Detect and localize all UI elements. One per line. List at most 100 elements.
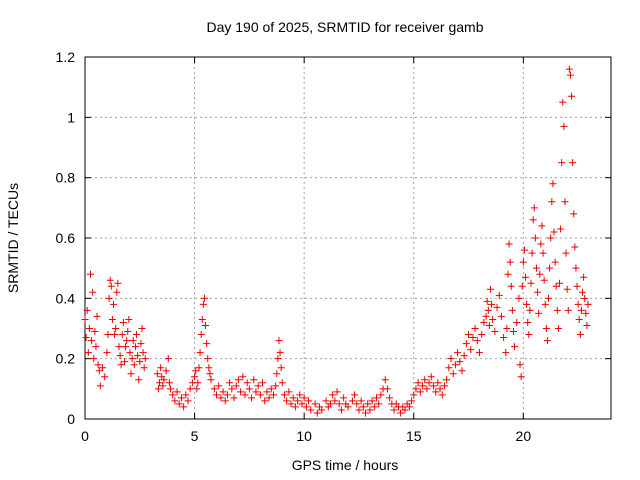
data-point: [256, 391, 264, 399]
x-tick-label: 5: [191, 428, 199, 444]
data-point: [572, 264, 580, 272]
data-point: [436, 385, 444, 393]
data-point: [488, 300, 496, 308]
data-point: [566, 71, 574, 79]
data-point: [491, 328, 499, 336]
data-point: [298, 400, 306, 408]
data-point: [103, 349, 111, 357]
data-point: [443, 376, 451, 384]
data-point: [106, 276, 114, 284]
data-point: [416, 388, 424, 396]
data-point: [194, 379, 202, 387]
data-point: [429, 382, 437, 390]
grid: [85, 57, 611, 419]
data-point: [210, 385, 218, 393]
data-point: [162, 367, 170, 375]
data-point: [536, 270, 544, 278]
data-point: [129, 337, 137, 345]
data-point: [503, 325, 511, 332]
data-point: [177, 394, 185, 402]
data-point: [175, 400, 183, 408]
data-point: [340, 394, 348, 402]
data-point: [95, 367, 103, 375]
data-point: [573, 282, 581, 290]
data-point: [438, 391, 446, 399]
data-point: [508, 306, 516, 314]
data-point: [111, 331, 119, 339]
data-point: [186, 385, 194, 393]
data-point: [160, 376, 168, 384]
y-tick-label: 1: [67, 109, 75, 125]
data-point: [534, 288, 542, 296]
data-point: [252, 388, 260, 396]
data-point: [84, 349, 92, 357]
data-point: [206, 370, 214, 378]
data-point: [333, 388, 341, 396]
data-point: [221, 397, 229, 405]
ticks: 0 5 10 15 20 0 0.2 0.4 0.6 0.8 1 1.2: [56, 49, 611, 444]
data-point: [254, 382, 262, 390]
data-point: [245, 385, 253, 393]
data-point: [465, 331, 473, 339]
data-point: [580, 273, 588, 281]
data-point: [563, 285, 571, 293]
data-point: [101, 373, 109, 381]
data-point: [199, 300, 207, 308]
data-point: [248, 394, 256, 402]
data-point: [159, 382, 167, 390]
data-point: [473, 337, 481, 345]
data-point: [280, 391, 288, 399]
data-point: [359, 403, 367, 411]
data-point: [483, 297, 491, 305]
data-point: [122, 343, 130, 351]
data-point: [414, 379, 422, 387]
data-point: [85, 325, 93, 332]
data-point: [456, 358, 464, 366]
data-point: [169, 391, 177, 399]
data-point: [243, 379, 251, 387]
data-point: [274, 355, 282, 363]
data-point: [434, 379, 442, 387]
data-point: [471, 325, 479, 332]
data-point: [383, 385, 391, 393]
data-point: [581, 294, 589, 302]
data-point: [478, 331, 486, 339]
data-point: [507, 282, 515, 290]
data-point: [519, 258, 527, 266]
data-point: [137, 340, 145, 348]
data-point: [557, 225, 565, 233]
data-point: [219, 388, 227, 396]
data-point: [386, 394, 394, 402]
data-point: [372, 394, 380, 402]
data-point: [311, 400, 319, 408]
data-point: [307, 406, 315, 414]
data-point: [322, 397, 330, 405]
data-point: [410, 391, 418, 399]
data-point: [217, 394, 225, 402]
data-point: [81, 315, 89, 323]
data-point: [166, 385, 174, 393]
data-point: [228, 385, 236, 393]
data-point: [89, 288, 97, 296]
data-point: [412, 385, 420, 393]
data-point: [99, 364, 107, 372]
data-point: [532, 264, 540, 272]
data-point: [529, 216, 537, 224]
data-point: [401, 406, 409, 414]
data-point: [141, 355, 149, 363]
data-point: [547, 234, 555, 242]
data-point: [263, 388, 271, 396]
data-point: [241, 391, 249, 399]
data-point: [377, 391, 385, 399]
data-point: [476, 349, 483, 357]
data-point: [267, 385, 275, 393]
data-point: [538, 222, 546, 230]
y-tick-label: 0.4: [56, 290, 76, 306]
data-point: [511, 343, 519, 351]
chart-title: Day 190 of 2025, SRMTID for receiver gam…: [206, 19, 483, 35]
data-point: [125, 315, 133, 323]
data-point: [518, 282, 526, 290]
data-point: [571, 243, 579, 251]
data-point: [497, 312, 505, 320]
data-point: [136, 358, 144, 366]
